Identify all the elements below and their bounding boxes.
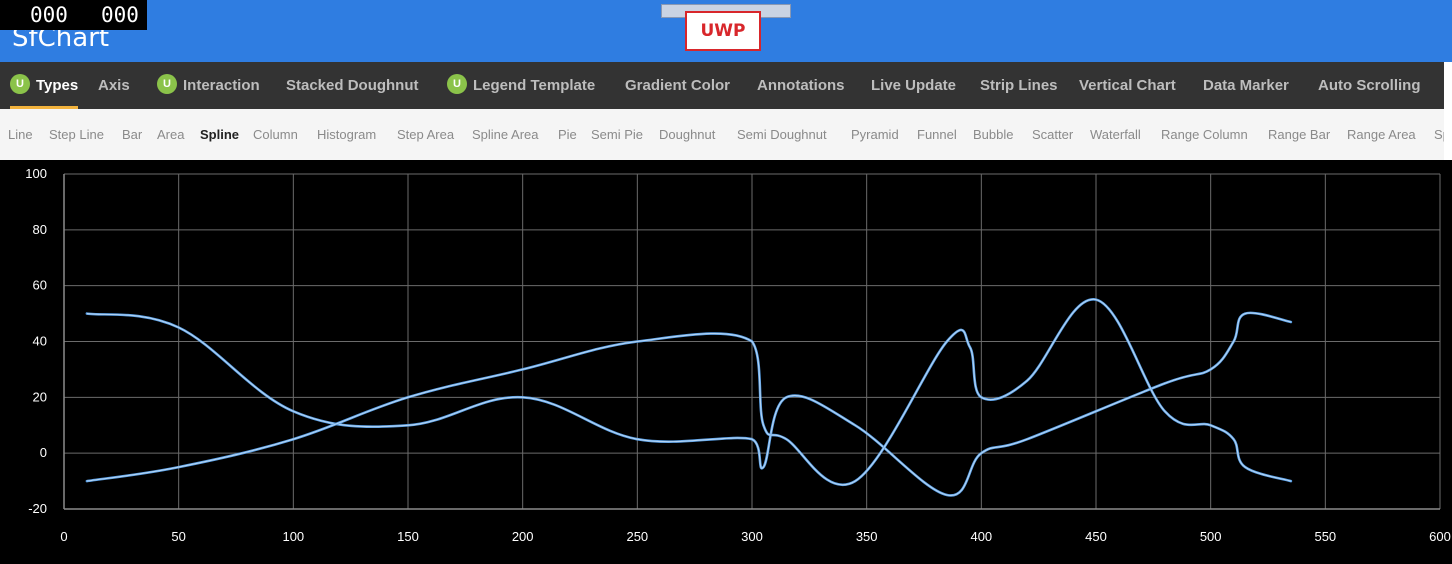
tab-label: Types <box>36 77 79 94</box>
tab-data-marker[interactable]: Data Marker <box>1203 62 1289 109</box>
chart-type-area[interactable]: Area <box>157 127 185 142</box>
chart-type-range-bar[interactable]: Range Bar <box>1268 127 1331 142</box>
fps-counter-left: 000 <box>30 3 68 27</box>
tab-label: Stacked Doughnut <box>286 77 419 94</box>
tab-label: Interaction <box>183 77 260 94</box>
platform-badge: UWP <box>685 11 761 51</box>
y-tick-label: 20 <box>33 389 47 404</box>
chart-type-pie[interactable]: Pie <box>558 127 577 142</box>
chart-type-bubble[interactable]: Bubble <box>973 127 1014 142</box>
tab-gradient-color[interactable]: Gradient Color <box>625 62 730 109</box>
chart-type-semi-doughnut[interactable]: Semi Doughnut <box>737 127 827 142</box>
chart-type-semi-pie[interactable]: Semi Pie <box>591 127 644 142</box>
x-tick-label: 350 <box>856 529 878 544</box>
tab-auto-scrolling[interactable]: Auto Scrolling <box>1318 62 1421 109</box>
chart-type-doughnut[interactable]: Doughnut <box>659 127 716 142</box>
tab-legend-template[interactable]: U Legend Template <box>447 62 595 109</box>
tab-label: Data Marker <box>1203 77 1289 94</box>
y-tick-label: 100 <box>25 166 47 181</box>
tab-annotations[interactable]: Annotations <box>757 62 845 109</box>
x-tick-label: 200 <box>512 529 534 544</box>
chart-type-histogram[interactable]: Histogram <box>317 127 377 142</box>
y-tick-label: 40 <box>33 334 47 349</box>
y-tick-label: 0 <box>40 445 47 460</box>
tab-label: Strip Lines <box>980 77 1058 94</box>
chart-type-waterfall[interactable]: Waterfall <box>1090 127 1141 142</box>
chart-type-funnel[interactable]: Funnel <box>917 127 957 142</box>
chart-type-line[interactable]: Line <box>8 127 33 142</box>
update-badge-icon: U <box>447 74 467 95</box>
series-highlight-1 <box>86 312 1292 496</box>
x-tick-label: 550 <box>1314 529 1336 544</box>
tab-label: Auto Scrolling <box>1318 77 1421 94</box>
y-tick-label: 80 <box>33 222 47 237</box>
tab-strip-lines[interactable]: Strip Lines <box>980 62 1058 109</box>
chart-type-spline-area[interactable]: Spline Area <box>472 127 539 142</box>
fps-counter: 000 000 <box>0 0 147 30</box>
tab-label: Vertical Chart <box>1079 77 1176 94</box>
tab-label: Annotations <box>757 77 845 94</box>
update-badge-icon: U <box>157 74 177 95</box>
x-tick-label: 150 <box>397 529 419 544</box>
category-tab-bar: U Types Axis U Interaction Stacked Doughnut U L… <box>0 62 1452 109</box>
y-tick-label: -20 <box>28 501 47 516</box>
tab-label: Legend Template <box>473 77 596 94</box>
tab-types[interactable]: U Types <box>10 62 79 109</box>
tab-label: Live Update <box>871 77 957 94</box>
tab-label: Gradient Color <box>625 77 731 94</box>
x-tick-label: 50 <box>171 529 185 544</box>
tab-axis[interactable]: Axis <box>98 62 130 109</box>
x-tick-label: 500 <box>1200 529 1222 544</box>
x-tick-label: 0 <box>60 529 67 544</box>
series-highlight-2 <box>86 299 1292 486</box>
chart-type-column[interactable]: Column <box>253 127 298 142</box>
tab-interaction[interactable]: U Interaction <box>157 62 260 109</box>
tab-live-update[interactable]: Live Update <box>871 62 956 109</box>
chart-type-step-area[interactable]: Step Area <box>397 127 455 142</box>
x-tick-label: 400 <box>970 529 992 544</box>
chart-background <box>0 160 1452 564</box>
chart-type-scatter[interactable]: Scatter <box>1032 127 1074 142</box>
update-badge-icon: U <box>10 74 30 95</box>
window-edge <box>1444 62 1452 160</box>
x-tick-label: 250 <box>626 529 648 544</box>
x-tick-label: 450 <box>1085 529 1107 544</box>
chart-type-spline[interactable]: Spline <box>200 127 240 142</box>
chart-type-step-line[interactable]: Step Line <box>49 127 104 142</box>
tab-vertical-chart[interactable]: Vertical Chart <box>1079 62 1176 109</box>
y-tick-label: 60 <box>33 278 47 293</box>
title-bar: SfChart 000 000 UWP <box>0 0 1452 62</box>
chart-type-bar: Line Step Line Bar Area Spline Column Histogra… <box>0 109 1452 161</box>
chart-type-range-column[interactable]: Range Column <box>1161 127 1248 142</box>
x-tick-label: 100 <box>282 529 304 544</box>
x-tick-label: 600 <box>1429 529 1451 544</box>
tab-label: Axis <box>98 77 130 94</box>
x-tick-label: 300 <box>741 529 763 544</box>
tab-stacked-doughnut[interactable]: Stacked Doughnut <box>286 62 419 109</box>
chart-type-range-area[interactable]: Range Area <box>1347 127 1416 142</box>
fps-counter-right: 000 <box>101 3 139 27</box>
chart-type-pyramid[interactable]: Pyramid <box>851 127 899 142</box>
chart-type-bar[interactable]: Bar <box>122 127 143 142</box>
